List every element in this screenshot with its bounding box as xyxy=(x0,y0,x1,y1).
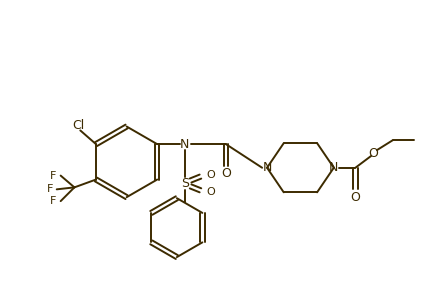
Text: F: F xyxy=(46,184,53,194)
Text: N: N xyxy=(329,161,338,174)
Text: O: O xyxy=(221,167,231,180)
Text: N: N xyxy=(263,161,272,174)
Text: O: O xyxy=(350,191,360,204)
Text: O: O xyxy=(206,169,215,180)
Text: S: S xyxy=(181,177,189,190)
Text: F: F xyxy=(50,171,57,181)
Text: Cl: Cl xyxy=(72,119,85,132)
Text: O: O xyxy=(368,147,378,161)
Text: N: N xyxy=(180,138,190,151)
Text: O: O xyxy=(206,187,215,197)
Text: F: F xyxy=(50,196,57,206)
